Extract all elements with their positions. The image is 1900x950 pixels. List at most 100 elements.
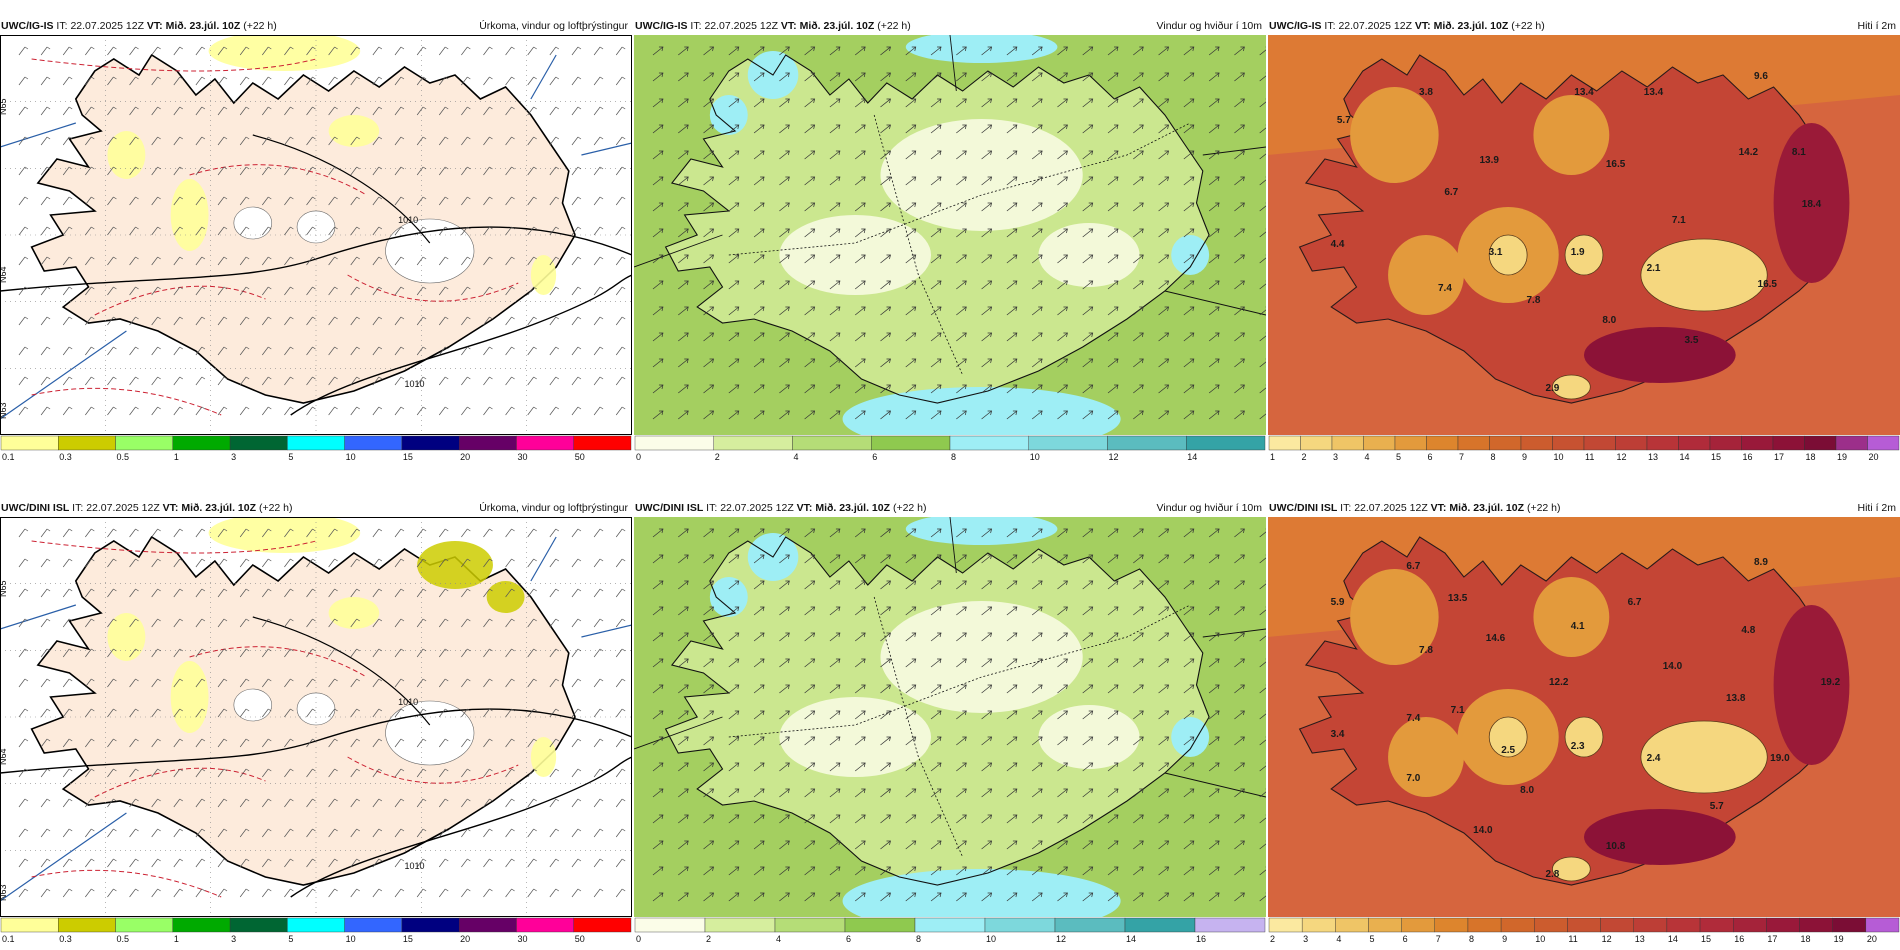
map-precip[interactable]: 1010 1010 N65 N64 N63	[0, 35, 632, 435]
model-name: UWC/DINI ISL	[635, 502, 704, 514]
colorbar-tick-label: 5	[288, 934, 293, 944]
colorbar-tick-label: 10	[346, 934, 356, 944]
colorbar-tick-label: 17	[1767, 934, 1777, 944]
isobar	[290, 756, 632, 898]
temperature-label: 19.2	[1821, 677, 1841, 688]
vt-label: VT:	[1430, 502, 1447, 514]
region-boundary	[728, 604, 1191, 738]
colorbar-tick-label: 8	[1491, 452, 1496, 462]
colorbar-tick-label: 20	[1867, 934, 1877, 944]
panel-title: Úrkoma, vindur og loftþrýstingur	[479, 20, 628, 32]
init-time: 22.07.2025 12Z	[704, 20, 778, 32]
lat-line	[0, 604, 77, 630]
temperature-label: 3.8	[1419, 87, 1433, 98]
colorbar-swatch	[1583, 435, 1616, 451]
colorbar-tick-label: 14	[1126, 934, 1136, 944]
temperature-label: 18.4	[1802, 199, 1822, 210]
lat-line	[581, 624, 632, 638]
temperature-label: 5.7	[1337, 115, 1351, 126]
warm-area	[1773, 605, 1850, 765]
colorbar-tick-label: 16	[1196, 934, 1206, 944]
precip-area	[486, 580, 525, 614]
temperature-label: 1.9	[1571, 247, 1585, 258]
map-temp[interactable]: 5.7 3.8 13.4 13.4 9.6 13.9 16.5 14.2 8.1 6.7 18.4 7…	[1268, 35, 1900, 435]
map-precip[interactable]: 1010 1010 N65 N64 N63	[0, 517, 632, 917]
colorbar-tick-label: 0.3	[59, 934, 72, 944]
colorbar-tick-label: 30	[517, 452, 527, 462]
colorbar-swatch	[58, 917, 116, 933]
lon-line	[949, 517, 957, 574]
glacier	[1488, 716, 1528, 758]
colorbar-tick-label: 20	[460, 452, 470, 462]
colorbar-swatch	[1124, 917, 1196, 933]
lead-time: (+22 h)	[1526, 502, 1561, 514]
colorbar-swatch	[287, 917, 345, 933]
colorbar-legend: 0 2 4 6 8 10 12 14	[634, 435, 1266, 462]
temperature-label: 4.4	[1331, 239, 1345, 250]
latitude-label: N63	[0, 402, 8, 419]
precip-area	[107, 613, 146, 661]
temperature-label: 6.7	[1406, 561, 1420, 572]
forecast-panel-temp: UWC/DINI ISL IT: 22.07.2025 12Z VT: Mið.…	[1268, 500, 1900, 945]
colorbar-swatch	[1832, 917, 1867, 933]
temperature-contour	[31, 540, 317, 554]
colorbar-swatch	[914, 917, 986, 933]
colorbar-swatch	[1401, 917, 1435, 933]
colorbar-tick-label: 10	[1030, 452, 1040, 462]
colorbar-swatch	[0, 435, 59, 451]
lat-line	[1202, 628, 1266, 638]
temperature-label: 8.1	[1792, 147, 1806, 158]
temperature-label: 3.5	[1684, 335, 1698, 346]
temperature-label: 19.0	[1770, 753, 1790, 764]
latitude-label: N64	[0, 748, 8, 765]
strong-wind-area	[709, 95, 748, 135]
glacier	[1552, 856, 1591, 882]
temperature-contour	[189, 164, 367, 196]
colorbar-tick-label: 2	[1302, 452, 1307, 462]
temperature-label: 7.1	[1672, 215, 1686, 226]
colorbar-legend: 2 3 4 5 6 7 8 9 10 11 12 13 14 15 16 17 18 19 20	[1268, 917, 1900, 944]
colorbar-swatch	[792, 435, 872, 451]
colorbar-swatch	[704, 917, 776, 933]
colorbar-tick-label: 10	[1535, 934, 1545, 944]
init-time: 22.07.2025 12Z	[70, 20, 144, 32]
lead-time: (+22 h)	[243, 20, 277, 32]
lead-time: (+22 h)	[892, 502, 927, 514]
temperature-label: 16.5	[1606, 159, 1626, 170]
colorbar-swatch	[774, 917, 846, 933]
it-label: IT:	[690, 20, 702, 32]
isobar	[0, 226, 632, 292]
colorbar-swatch	[1434, 917, 1469, 933]
colorbar-tick-label: 0.3	[59, 452, 72, 462]
it-label: IT:	[56, 20, 68, 32]
colorbar-swatch	[1500, 917, 1535, 933]
lead-time: (+22 h)	[877, 20, 911, 32]
colorbar-tick-label: 1	[1270, 452, 1275, 462]
colorbar-swatch	[1666, 917, 1701, 933]
calm-area	[880, 601, 1083, 713]
colorbar-tick-label: 13	[1635, 934, 1645, 944]
map-wind[interactable]	[634, 517, 1266, 917]
colorbar-swatch	[229, 917, 288, 933]
latitude-label: N64	[0, 266, 8, 283]
isobar-label: 1010	[398, 215, 418, 225]
colorbar-legend: 1 2 3 4 5 6 7 8 9 10 11 12 13 14 15 16 17 18 19 20	[1268, 435, 1900, 462]
precip-area	[208, 35, 361, 71]
colorbar-swatch	[1363, 435, 1396, 451]
precip-area	[328, 597, 380, 629]
colorbar-swatch	[1331, 435, 1364, 451]
forecast-panel-temp: UWC/IG-IS IT: 22.07.2025 12Z VT: Mið. 23…	[1268, 18, 1900, 463]
colorbar-swatch	[1534, 917, 1568, 933]
colorbar-tick-label: 11	[1585, 452, 1594, 462]
temperature-label: 8.0	[1520, 785, 1534, 796]
colorbar-swatch	[1699, 917, 1734, 933]
colorbar-swatch	[1335, 917, 1369, 933]
map-wind[interactable]	[634, 35, 1266, 435]
colorbar-swatch	[1520, 435, 1553, 451]
temperature-label: 16.5	[1758, 279, 1778, 290]
colorbar-tick-label: 6	[1428, 452, 1433, 462]
colorbar-swatch	[1835, 435, 1868, 451]
colorbar-swatch	[115, 435, 174, 451]
map-temp[interactable]: 6.7 5.9 13.5 8.9 14.6 4.1 6.7 7.8 4.8 14.0 12.2 19.…	[1268, 517, 1900, 917]
colorbar-swatch	[1186, 435, 1266, 451]
